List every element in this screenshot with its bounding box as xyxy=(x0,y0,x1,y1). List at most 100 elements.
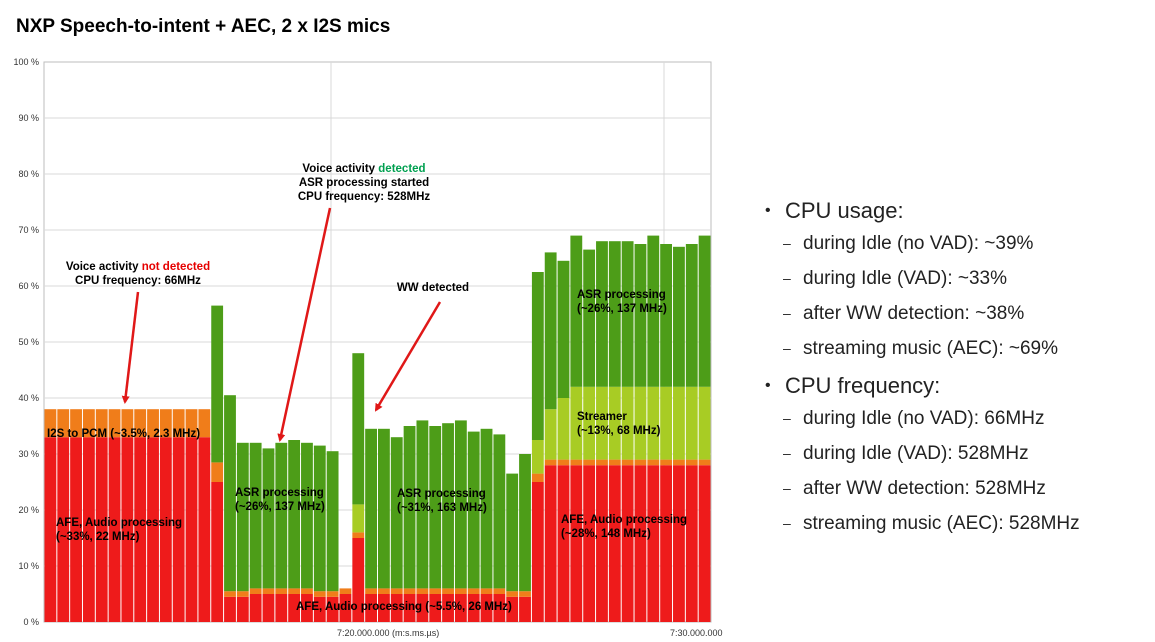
bar-segment-i2s xyxy=(352,532,365,538)
bar-segment-asr xyxy=(519,454,531,592)
y-tick-label: 70 % xyxy=(18,225,39,235)
annotation-cpu-freq-66: CPU frequency: 66MHz xyxy=(75,275,201,287)
bar-segment-afe xyxy=(121,437,134,622)
bar-segment-streamer xyxy=(685,386,698,460)
bar-segment-i2s xyxy=(467,588,480,594)
bar-segment-asr xyxy=(352,353,365,505)
bar-segment-afe xyxy=(95,437,108,622)
bar-segment-afe xyxy=(236,596,249,622)
x-tick-label: 7:20.000.000 (m:s.ms.µs) xyxy=(337,628,439,638)
annotation-detected-highlight: detected xyxy=(378,163,425,175)
bar-segment-afe xyxy=(583,465,596,622)
bar-segment-asr xyxy=(608,241,621,387)
bar-segment-asr xyxy=(660,244,673,387)
bar-segment-afe xyxy=(493,594,506,622)
bar-segment-asr xyxy=(224,395,236,592)
bar-segment-streamer xyxy=(596,386,608,460)
bar-segment-afe xyxy=(301,594,313,622)
annotation-vad-detected: Voice activity detected xyxy=(302,163,425,175)
bar-segment-afe xyxy=(557,465,570,622)
annotation-vad-detected-prefix: Voice activity xyxy=(302,163,378,175)
annotation-arrow xyxy=(374,301,442,412)
y-tick-label: 40 % xyxy=(18,393,39,403)
bar-segment-afe xyxy=(262,594,275,622)
label-asr-ww-sub: (~31%, 163 MHz) xyxy=(397,502,487,514)
notes-cpu-usage-idle-no-vad: during Idle (no VAD): ~39% xyxy=(765,231,1145,256)
bar-segment-i2s xyxy=(249,588,262,594)
annotation-not-detected-highlight: not detected xyxy=(142,261,210,273)
bar-segment-streamer xyxy=(570,386,583,460)
bar-segment-streamer xyxy=(557,398,570,460)
bar-segment-afe xyxy=(454,594,467,622)
bar-segment-afe xyxy=(224,596,236,622)
annotation-arrow xyxy=(121,291,140,404)
bar-segment-afe xyxy=(608,465,621,622)
notes-cpu-usage-idle-vad: during Idle (VAD): ~33% xyxy=(765,266,1145,291)
bar-segment-afe xyxy=(288,594,301,622)
bar-segment-i2s xyxy=(275,588,288,594)
bar-segment-afe xyxy=(211,482,224,622)
label-asr-stream-sub: (~26%, 137 MHz) xyxy=(577,303,667,315)
notes-cpu-freq-idle-no-vad: during Idle (no VAD): 66MHz xyxy=(765,406,1145,431)
bar-segment-asr xyxy=(288,440,301,589)
bar-segment-streamer xyxy=(647,386,660,460)
bar-segment-streamer xyxy=(698,386,711,460)
bar-segment-afe xyxy=(352,538,365,622)
bar-segment-i2s xyxy=(531,473,544,482)
bar-segment-i2s xyxy=(634,459,647,466)
bar-segment-asr xyxy=(390,437,403,589)
bar-segment-i2s xyxy=(211,462,224,482)
bar-segment-asr xyxy=(583,249,596,387)
y-tick-label: 10 % xyxy=(18,561,39,571)
bar-segment-afe xyxy=(429,594,442,622)
bar-segment-asr xyxy=(275,442,288,589)
bar-segment-i2s xyxy=(288,588,301,594)
bar-segment-afe xyxy=(147,437,159,622)
bar-segment-asr xyxy=(416,420,429,589)
annotation-vad-not-detected: Voice activity not detected xyxy=(66,261,210,273)
bar-segment-asr xyxy=(236,442,249,592)
bar-segment-i2s xyxy=(570,459,583,466)
bar-segment-i2s xyxy=(698,459,711,466)
notes-cpu-freq-after-ww: after WW detection: 528MHz xyxy=(765,476,1145,501)
bar-segment-afe xyxy=(673,465,685,622)
bar-segment-afe xyxy=(544,465,557,622)
bar-segment-i2s xyxy=(108,409,121,438)
bar-segment-asr xyxy=(403,426,416,589)
bar-segment-asr xyxy=(647,235,660,387)
bar-segment-afe xyxy=(134,437,147,622)
notes-cpu-freq-streaming: streaming music (AEC): 528MHz xyxy=(765,511,1145,536)
label-streamer-sub: (~13%, 68 MHz) xyxy=(577,425,661,437)
bar-segment-i2s xyxy=(621,459,634,466)
bar-segment-afe xyxy=(159,437,172,622)
y-tick-label: 100 % xyxy=(13,57,39,67)
bar-segment-afe xyxy=(198,437,211,622)
bar-segment-i2s xyxy=(365,588,377,594)
annotation-asr-started: ASR processing started xyxy=(299,177,429,189)
annotation-vad-prefix: Voice activity xyxy=(66,261,142,273)
bar-segment-asr xyxy=(685,244,698,387)
bar-segment-afe xyxy=(275,594,288,622)
bar-segment-asr xyxy=(442,423,454,589)
bar-segment-i2s xyxy=(70,409,82,438)
y-tick-label: 90 % xyxy=(18,113,39,123)
bar-segment-afe xyxy=(467,594,480,622)
bar-segment-streamer xyxy=(673,386,685,460)
bar-segment-streamer xyxy=(352,504,365,533)
bar-segment-i2s xyxy=(326,591,339,597)
bar-segment-i2s xyxy=(519,591,531,597)
bar-segment-streamer xyxy=(531,440,544,474)
bar-segment-i2s xyxy=(95,409,108,438)
bar-segment-i2s xyxy=(82,409,95,438)
bar-segment-i2s xyxy=(339,588,352,594)
page-title: NXP Speech-to-intent + AEC, 2 x I2S mics xyxy=(16,16,391,37)
y-tick-label: 20 % xyxy=(18,505,39,515)
label-afe-idle-sub: (~33%, 22 MHz) xyxy=(56,531,140,543)
bar-segment-afe xyxy=(82,437,95,622)
bar-segment-i2s xyxy=(557,459,570,466)
bar-segment-asr xyxy=(621,241,634,387)
bar-segment-streamer xyxy=(660,386,673,460)
bar-segment-afe xyxy=(442,594,454,622)
bar-segment-afe xyxy=(660,465,673,622)
bar-segment-streamer xyxy=(608,386,621,460)
